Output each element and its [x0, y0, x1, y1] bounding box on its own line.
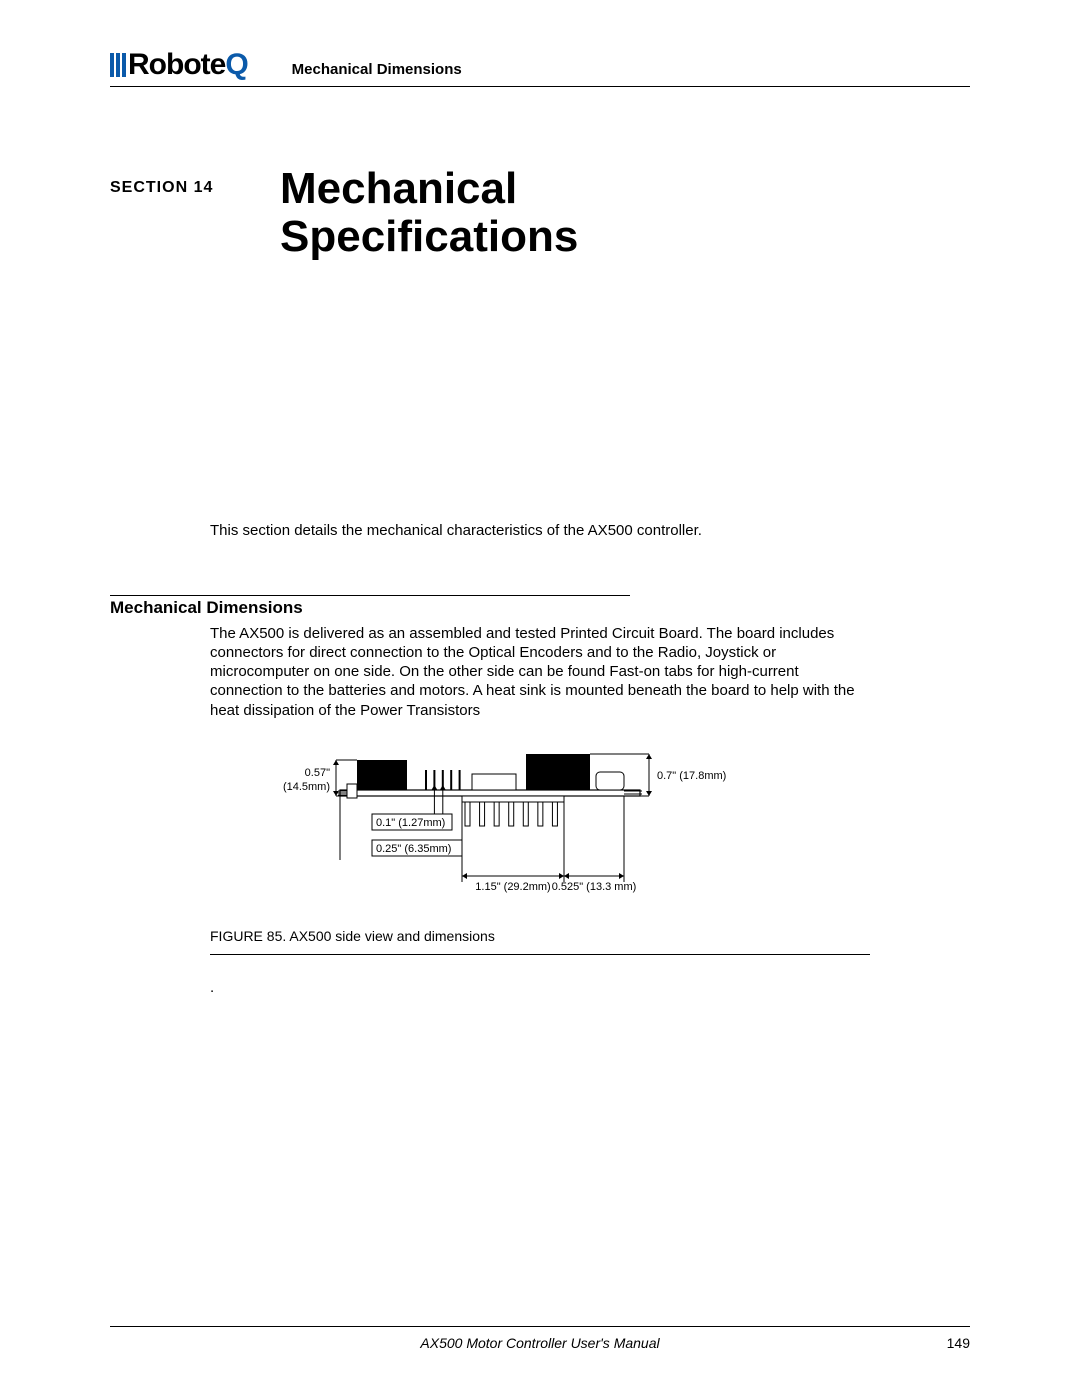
section-title: Mechanical Specifications: [280, 165, 578, 262]
svg-text:0.57": 0.57": [305, 767, 330, 779]
svg-text:(14.5mm): (14.5mm): [283, 781, 330, 793]
brand-name-prefix: Robote: [128, 48, 225, 82]
footer-title: AX500 Motor Controller User's Manual: [420, 1335, 659, 1351]
title-line-2: Specifications: [280, 213, 578, 261]
intro-paragraph: This section details the mechanical char…: [210, 522, 970, 539]
svg-text:0.7" (17.8mm): 0.7" (17.8mm): [657, 770, 726, 782]
brand-name-suffix: Q: [225, 48, 247, 82]
svg-text:1.15" (29.2mm): 1.15" (29.2mm): [475, 881, 550, 893]
dimension-diagram: 0.57" (14.5mm) 0.7" (17.8mm) 0.1" (1.27mm) 0…: [210, 744, 770, 914]
section-label: SECTION 14: [110, 165, 280, 197]
page-footer: AX500 Motor Controller User's Manual 149: [110, 1326, 970, 1351]
page-number: 149: [947, 1335, 970, 1351]
svg-text:0.525" (13.3 mm): 0.525" (13.3 mm): [552, 881, 637, 893]
figure-caption: FIGURE 85. AX500 side view and dimension…: [210, 928, 870, 955]
subheading: Mechanical Dimensions: [110, 598, 970, 618]
logo-bars-icon: [110, 53, 126, 77]
body-paragraph: The AX500 is delivered as an assembled a…: [210, 624, 870, 720]
title-line-1: Mechanical: [280, 165, 578, 213]
svg-text:0.1" (1.27mm): 0.1" (1.27mm): [376, 817, 445, 829]
brand-logo: RoboteQ: [110, 48, 248, 82]
stray-dot: .: [210, 979, 970, 996]
page-header: RoboteQ Mechanical Dimensions: [110, 48, 970, 87]
page: RoboteQ Mechanical Dimensions SECTION 14…: [0, 0, 1080, 1397]
figure: 0.57" (14.5mm) 0.7" (17.8mm) 0.1" (1.27mm) 0…: [210, 744, 970, 955]
svg-text:0.25" (6.35mm): 0.25" (6.35mm): [376, 843, 451, 855]
subhead-rule: [110, 595, 630, 596]
header-subtitle: Mechanical Dimensions: [292, 61, 462, 82]
title-row: SECTION 14 Mechanical Specifications: [110, 165, 970, 262]
